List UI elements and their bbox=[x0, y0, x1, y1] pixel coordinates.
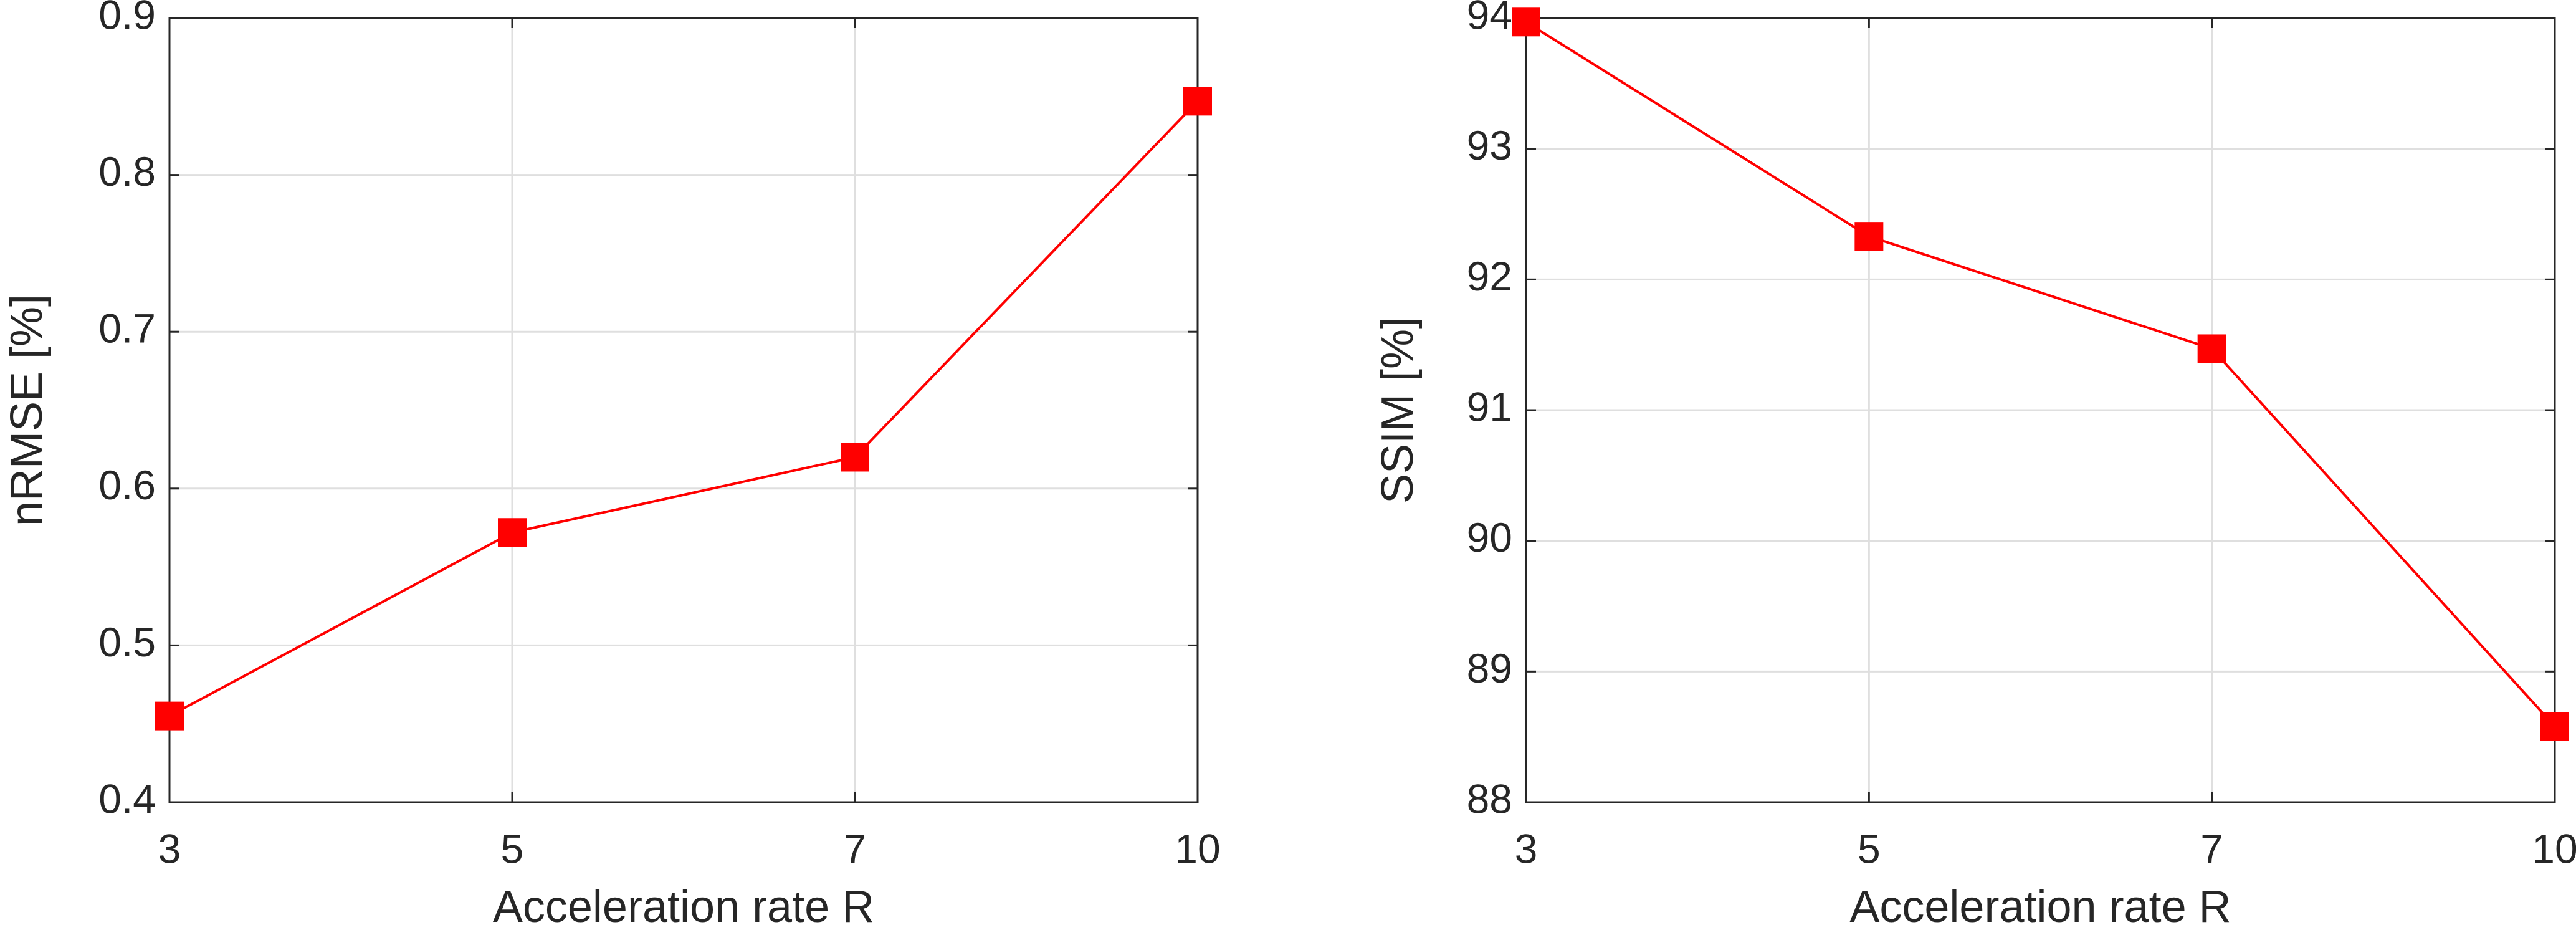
marker bbox=[1854, 222, 1884, 251]
y-tick-label: 91 bbox=[1467, 383, 1512, 429]
y-tick-label: 0.8 bbox=[98, 148, 156, 194]
y-tick-label: 0.5 bbox=[98, 619, 156, 665]
marker bbox=[2197, 334, 2226, 363]
y-tick-label: 89 bbox=[1467, 645, 1512, 691]
data-line bbox=[169, 100, 1199, 717]
x-axis-title: Acceleration rate R bbox=[493, 882, 874, 932]
y-axis-title: nRMSE [%] bbox=[2, 294, 52, 526]
chart-panel: 0.4 0.5 0.6 0.7 0.8 0.9 3 5 7 10 Acceleration rate… bbox=[2, 0, 1221, 932]
marker bbox=[1512, 7, 1540, 37]
y-axis-title: SSIM [%] bbox=[1373, 317, 1423, 504]
marker bbox=[841, 443, 869, 472]
y-tick-label: 93 bbox=[1467, 122, 1512, 168]
x-tick-label: 3 bbox=[158, 825, 181, 871]
x-tick-label: 10 bbox=[1175, 825, 1220, 871]
y-tick-label: 0.9 bbox=[98, 0, 156, 37]
x-tick-label: 7 bbox=[844, 825, 867, 871]
marker bbox=[2540, 712, 2569, 741]
y-tick-label: 88 bbox=[1467, 775, 1512, 822]
x-tick-label: 3 bbox=[1515, 825, 1538, 871]
y-tick-label: 94 bbox=[1467, 0, 1512, 37]
x-tick-label: 10 bbox=[2532, 825, 2576, 871]
y-tick-label: 90 bbox=[1467, 514, 1512, 560]
y-tick-label: 0.6 bbox=[98, 462, 156, 508]
y-tick-label: 0.7 bbox=[98, 305, 156, 352]
marker bbox=[155, 701, 184, 731]
x-tick-label: 5 bbox=[501, 825, 524, 871]
plot-frame bbox=[168, 17, 1199, 803]
marker bbox=[498, 518, 527, 547]
marker bbox=[1183, 87, 1212, 116]
y-tick-label: 92 bbox=[1467, 253, 1512, 299]
y-tick-label: 0.4 bbox=[98, 775, 156, 822]
chart-panel: 88 89 90 91 92 93 94 3 5 7 10 Acceleration rate R SS… bbox=[1373, 0, 2576, 932]
x-axis-title: Acceleration rate R bbox=[1849, 882, 2231, 932]
data-line bbox=[1525, 21, 2556, 727]
x-tick-label: 5 bbox=[1858, 825, 1881, 871]
plot-frame bbox=[1525, 17, 2556, 803]
x-tick-label: 7 bbox=[2200, 825, 2223, 871]
